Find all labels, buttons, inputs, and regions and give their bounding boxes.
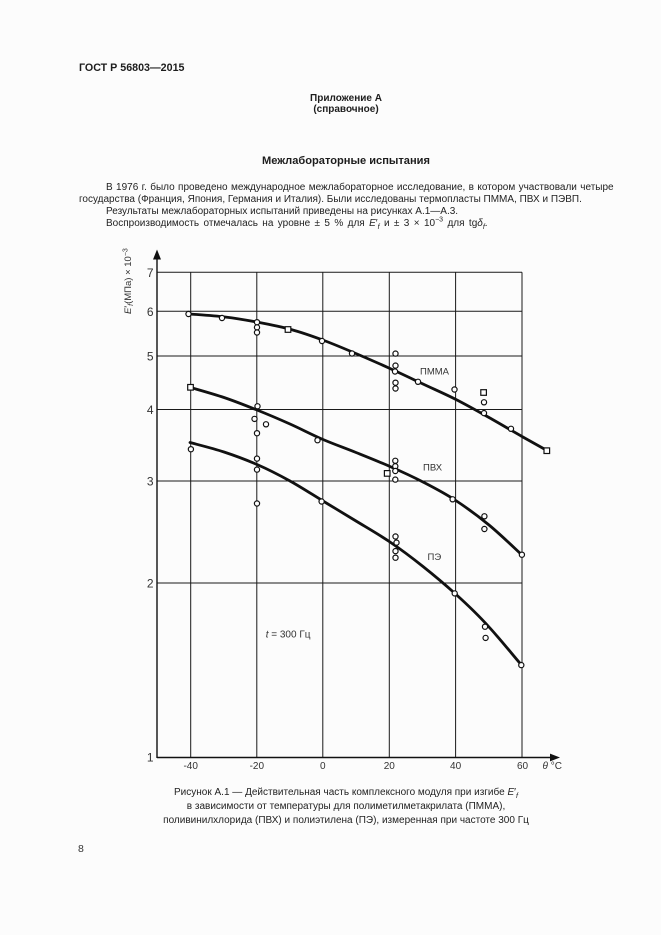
svg-text:20: 20 (384, 761, 396, 772)
svg-text:6: 6 (147, 305, 154, 319)
svg-text:3: 3 (147, 475, 154, 489)
svg-text:θ °C: θ °C (543, 761, 562, 772)
svg-text:60: 60 (517, 761, 529, 772)
svg-text:-40: -40 (183, 761, 198, 772)
svg-text:ПММА: ПММА (420, 367, 450, 378)
svg-text:t = 300 Гц: t = 300 Гц (266, 629, 311, 640)
svg-text:1: 1 (147, 751, 154, 765)
svg-text:0: 0 (320, 761, 326, 772)
svg-text:ПВХ: ПВХ (423, 463, 443, 474)
svg-text:40: 40 (450, 761, 462, 772)
svg-text:7: 7 (147, 266, 154, 280)
svg-text:2: 2 (147, 577, 154, 591)
svg-text:ПЭ: ПЭ (428, 552, 442, 563)
svg-text:-20: -20 (250, 761, 265, 772)
svg-text:5: 5 (147, 350, 154, 364)
svg-text:4: 4 (147, 403, 154, 417)
svg-text:E′f(МПа) × 10−3: E′f(МПа) × 10−3 (123, 248, 136, 314)
